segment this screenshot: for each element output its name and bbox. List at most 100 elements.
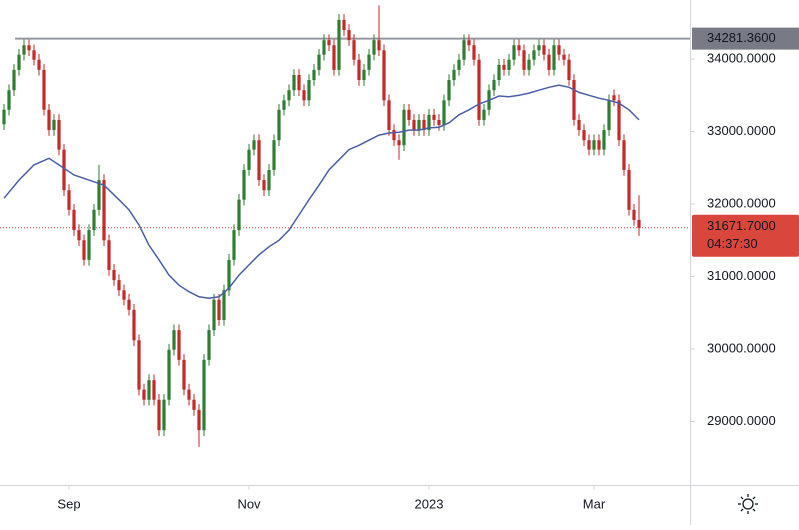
candle-body xyxy=(367,54,371,70)
candle-body xyxy=(322,40,326,55)
candle-body xyxy=(502,64,506,70)
candle-body xyxy=(382,50,386,101)
candle-body xyxy=(522,50,526,70)
candle-body xyxy=(232,230,236,260)
candle-body xyxy=(7,90,11,110)
candle-body xyxy=(507,59,511,70)
candle-body xyxy=(587,140,591,150)
candle-body xyxy=(397,140,401,146)
candle-body xyxy=(597,140,601,150)
candle-body xyxy=(347,30,351,41)
candle-body xyxy=(547,54,551,70)
candle-body xyxy=(62,149,66,191)
candle-body xyxy=(147,380,151,400)
candle-body xyxy=(627,169,631,210)
candle-body xyxy=(632,209,636,220)
candle-body xyxy=(532,50,536,60)
candle-body xyxy=(27,45,31,51)
candle-body xyxy=(427,114,431,131)
candle-body xyxy=(217,299,221,320)
candle-body xyxy=(162,399,166,431)
candle-body xyxy=(472,45,476,60)
candle-body xyxy=(202,359,206,431)
candle-body xyxy=(77,230,81,241)
candle-body xyxy=(122,290,126,300)
level-label: 34281.3600 xyxy=(707,30,776,45)
candle-body xyxy=(112,269,116,281)
candle-body xyxy=(617,100,621,141)
candle-body xyxy=(107,240,111,270)
candle-body xyxy=(292,74,296,91)
candle-body xyxy=(362,69,366,81)
moving-average xyxy=(3,84,640,299)
candle-body xyxy=(127,299,131,310)
candle-body xyxy=(417,119,421,131)
candle-body xyxy=(497,64,501,81)
candle-body xyxy=(572,80,576,120)
candle-body xyxy=(267,169,271,191)
y-tick-label: 29000.0000 xyxy=(707,413,776,428)
candle-body xyxy=(87,230,91,260)
candle-body xyxy=(552,45,556,70)
candle-body xyxy=(542,45,546,55)
candle-body xyxy=(467,40,471,46)
candle-body xyxy=(607,100,611,131)
candle-body xyxy=(72,209,76,231)
candle-body xyxy=(447,80,451,101)
countdown-label: 04:37:30 xyxy=(707,236,758,251)
candle-body xyxy=(637,219,641,228)
candle-body xyxy=(57,119,61,150)
candle-body xyxy=(177,330,181,360)
candle-body xyxy=(457,59,461,70)
candle-body xyxy=(482,109,486,120)
candle-body xyxy=(277,109,281,141)
candle-body xyxy=(317,54,321,70)
y-tick-label: 31000.0000 xyxy=(707,268,776,283)
candle-body xyxy=(407,109,411,120)
candle-body xyxy=(462,40,466,60)
candle-body xyxy=(537,45,541,51)
candle-body xyxy=(272,140,276,170)
candle-body xyxy=(257,140,261,181)
candle-body xyxy=(197,409,201,431)
candle-body xyxy=(372,40,376,55)
candle-body xyxy=(247,149,251,170)
candle-body xyxy=(297,74,301,91)
candle-body xyxy=(287,90,291,101)
candle-body xyxy=(52,119,56,131)
candle-body xyxy=(612,95,616,101)
candle-body xyxy=(512,45,516,60)
axes: 29000.0000 30000.0000 31000.0000 32000.0000… xyxy=(57,27,799,511)
candle-body xyxy=(137,340,141,390)
candle-body xyxy=(577,119,581,131)
candle-body xyxy=(32,50,36,60)
candle-body xyxy=(442,100,446,125)
candle-body xyxy=(517,45,521,51)
candle-body xyxy=(192,399,196,410)
candle-body xyxy=(492,80,496,91)
settings-icon[interactable] xyxy=(738,494,758,514)
candle-body xyxy=(477,59,481,120)
candle-body xyxy=(102,180,106,241)
y-tick-label: 33000.0000 xyxy=(707,123,776,138)
candle-body xyxy=(527,59,531,70)
candle-body xyxy=(2,109,6,125)
candle-body xyxy=(562,54,566,60)
candle-body xyxy=(17,54,21,70)
plot-area xyxy=(0,5,690,447)
candle-body xyxy=(92,209,96,231)
x-tick-label: Mar xyxy=(583,496,606,511)
candle-body xyxy=(117,280,121,291)
candle-body xyxy=(47,109,51,131)
candle-body xyxy=(282,100,286,110)
candle-body xyxy=(227,259,231,291)
candle-body xyxy=(97,180,101,210)
candle-body xyxy=(67,190,71,210)
y-tick-label: 34000.0000 xyxy=(707,50,776,65)
candle-body xyxy=(302,90,306,101)
candle-body xyxy=(602,130,606,150)
x-tick-label: 2023 xyxy=(415,496,444,511)
candle-body xyxy=(142,389,146,400)
candle-body xyxy=(182,359,186,390)
